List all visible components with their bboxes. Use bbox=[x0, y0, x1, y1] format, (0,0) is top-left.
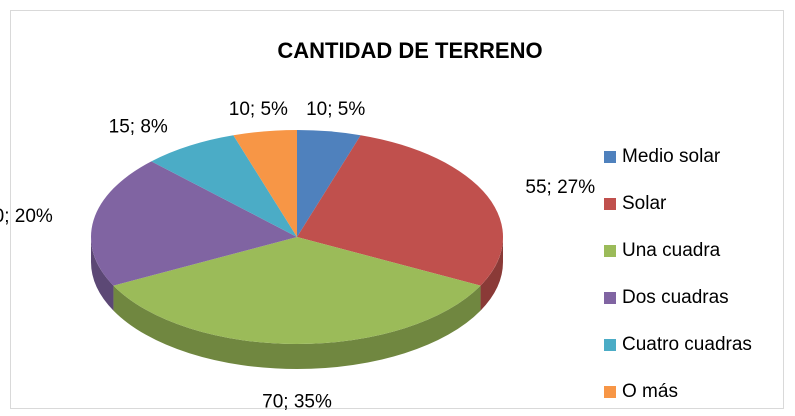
pie-side bbox=[113, 285, 481, 369]
pie-slice bbox=[151, 135, 297, 237]
legend-label: Dos cuadras bbox=[622, 287, 729, 308]
pie-slice bbox=[297, 135, 503, 286]
data-label: 40; 20% bbox=[0, 206, 53, 227]
data-label: 15; 8% bbox=[109, 117, 168, 138]
legend-swatch bbox=[604, 339, 616, 351]
legend-label: Solar bbox=[622, 193, 667, 214]
legend-label: Cuatro cuadras bbox=[622, 334, 752, 355]
data-label: 10; 5% bbox=[229, 99, 288, 120]
pie-side bbox=[91, 237, 114, 311]
legend-swatch bbox=[604, 245, 616, 257]
pie-slice bbox=[113, 237, 481, 345]
data-label: 55; 27% bbox=[525, 177, 595, 198]
legend-label: O más bbox=[622, 381, 678, 402]
legend-swatch bbox=[604, 292, 616, 304]
legend-swatch bbox=[604, 198, 616, 210]
pie-slice bbox=[297, 130, 361, 237]
legend-swatch bbox=[604, 151, 616, 163]
legend-swatch bbox=[604, 386, 616, 398]
data-label: 70; 35% bbox=[262, 391, 332, 412]
pie-slice bbox=[233, 130, 297, 237]
chart-title: CANTIDAD DE TERRENO bbox=[277, 38, 542, 63]
pie-slice bbox=[90, 161, 297, 286]
legend-label: Medio solar bbox=[622, 146, 721, 167]
data-label: 10; 5% bbox=[306, 99, 365, 120]
pie-side bbox=[480, 237, 503, 311]
legend-label: Una cuadra bbox=[622, 240, 721, 261]
